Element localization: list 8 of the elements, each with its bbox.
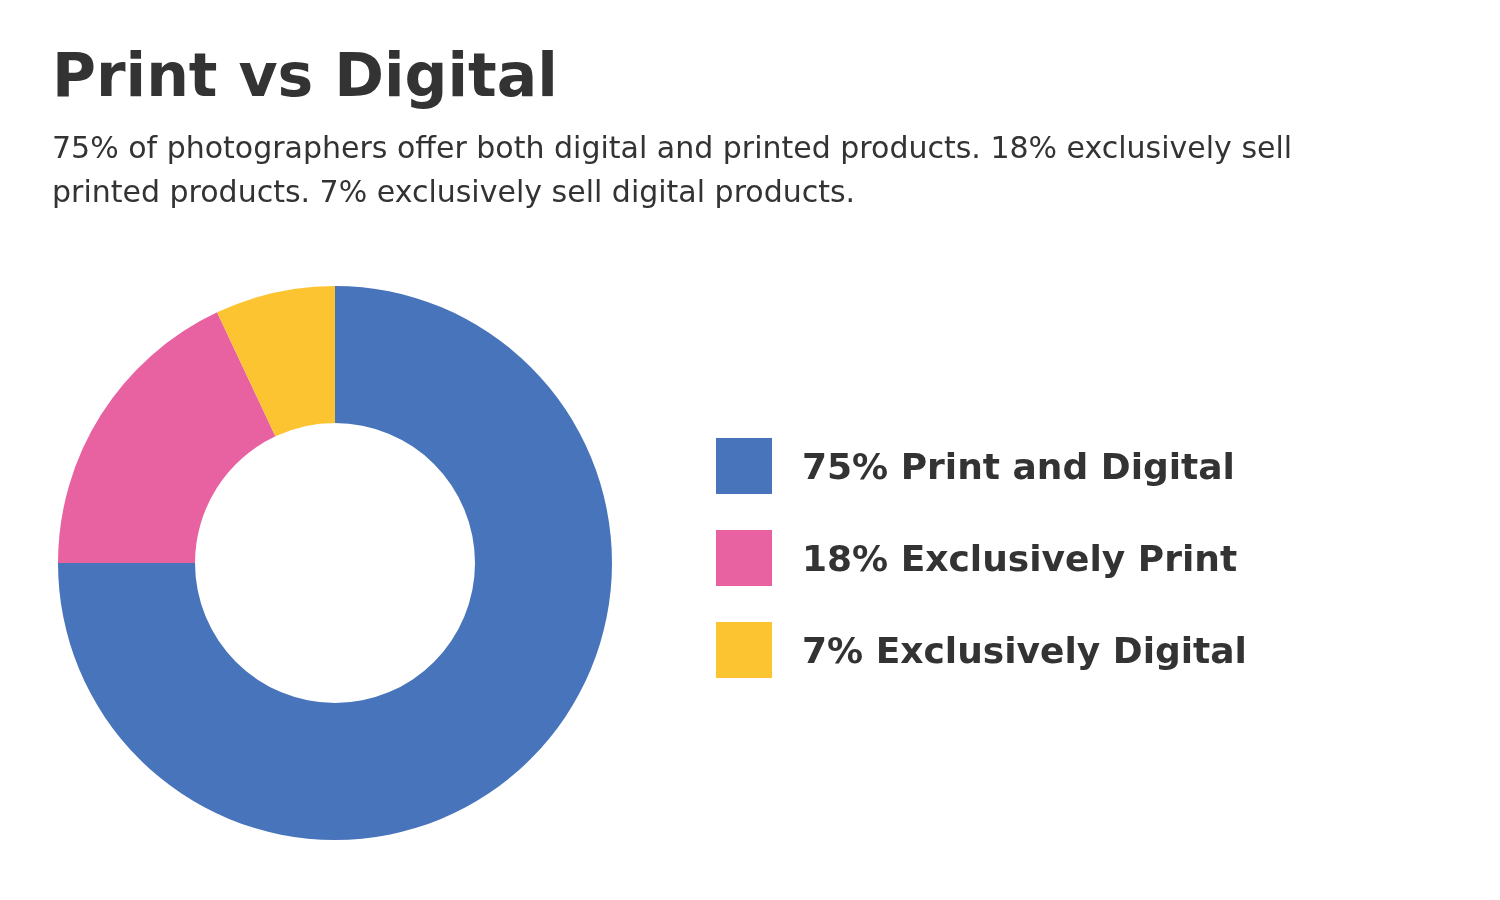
donut-slice (58, 312, 276, 563)
legend-label: 18% Exclusively Print (802, 537, 1238, 579)
legend-label: 7% Exclusively Digital (802, 629, 1247, 671)
donut-slice (58, 286, 612, 840)
chart-title: Print vs Digital (52, 40, 558, 110)
donut-slice (217, 286, 335, 437)
legend-label: 75% Print and Digital (802, 445, 1235, 487)
chart-subtitle: 75% of photographers offer both digital and printed products. 18% exclusively sell printed products. 7% exclusively sell digital products. (52, 129, 1294, 211)
